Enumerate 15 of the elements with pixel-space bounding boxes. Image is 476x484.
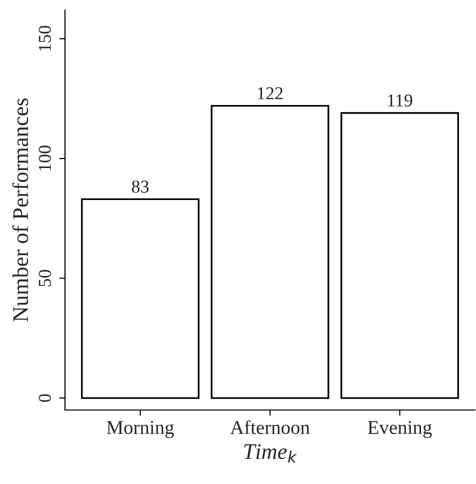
y-tick-label: 50 [38, 270, 51, 286]
y-axis-title: Number of Performances [12, 98, 28, 322]
y-tick-label: 100 [38, 146, 51, 170]
x-axis-title: Time$_{k}$ [244, 444, 297, 462]
y-tick-label: 0 [38, 394, 51, 402]
bar [340, 112, 459, 399]
bar [210, 104, 330, 399]
x-tick-label: Afternoon [230, 420, 310, 434]
bar [81, 198, 200, 399]
y-tick-label: 150 [38, 26, 51, 51]
data-label: 122 [258, 87, 283, 100]
data-label: 119 [388, 94, 412, 107]
x-tick-label: Evening [368, 420, 432, 438]
x-tick-label: Morning [106, 420, 174, 438]
data-label: 83 [132, 180, 149, 193]
